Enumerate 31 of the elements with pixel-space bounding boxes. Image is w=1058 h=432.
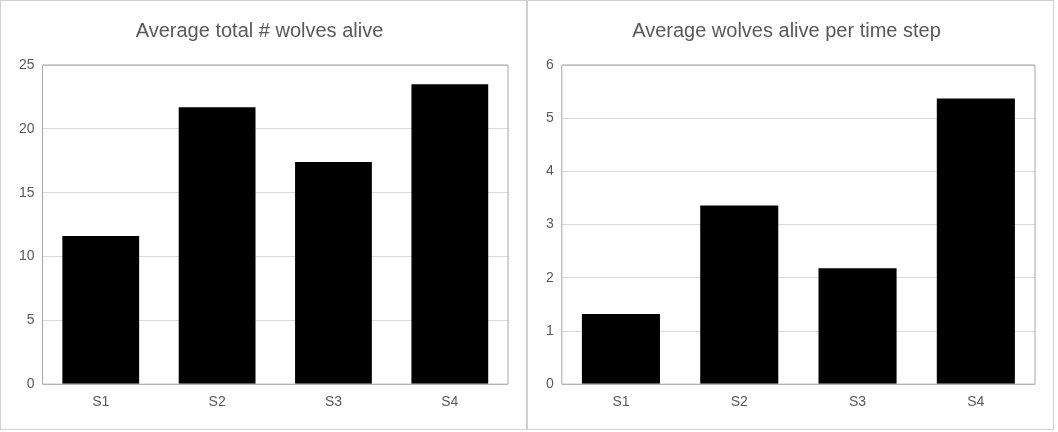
bar — [936, 98, 1015, 384]
y-tick-label: 3 — [545, 215, 554, 232]
bar — [700, 205, 779, 384]
y-tick-label: 10 — [18, 247, 35, 264]
y-tick-label: 0 — [26, 375, 35, 392]
x-tick-label: S2 — [730, 393, 749, 410]
x-tick-label: S1 — [92, 393, 110, 410]
y-tick-label: 25 — [18, 55, 35, 72]
x-tick-label: S3 — [848, 393, 867, 410]
bar — [62, 236, 140, 384]
y-tick-label: 5 — [26, 311, 35, 328]
x-tick-label: S4 — [967, 393, 985, 410]
bar — [411, 84, 489, 384]
y-tick-label: 2 — [545, 268, 554, 285]
y-tick-label: 6 — [545, 55, 554, 72]
y-tick-label: 0 — [545, 375, 554, 392]
y-tick-label: 4 — [545, 162, 554, 179]
y-tick-label: 5 — [545, 109, 554, 126]
x-tick-label: S1 — [612, 393, 630, 410]
bar — [581, 313, 660, 384]
x-tick-label: S3 — [324, 393, 343, 410]
bar — [178, 107, 256, 384]
y-tick-label: 1 — [545, 321, 554, 338]
bar — [295, 162, 372, 384]
y-tick-label: 20 — [18, 119, 35, 136]
x-tick-label: S4 — [441, 393, 459, 410]
bar — [818, 268, 897, 384]
chart-title: Average total # wolves alive — [135, 18, 384, 41]
chart-title: Average wolves alive per time step — [632, 18, 941, 41]
x-tick-label: S2 — [208, 393, 226, 410]
y-tick-label: 15 — [18, 183, 35, 200]
